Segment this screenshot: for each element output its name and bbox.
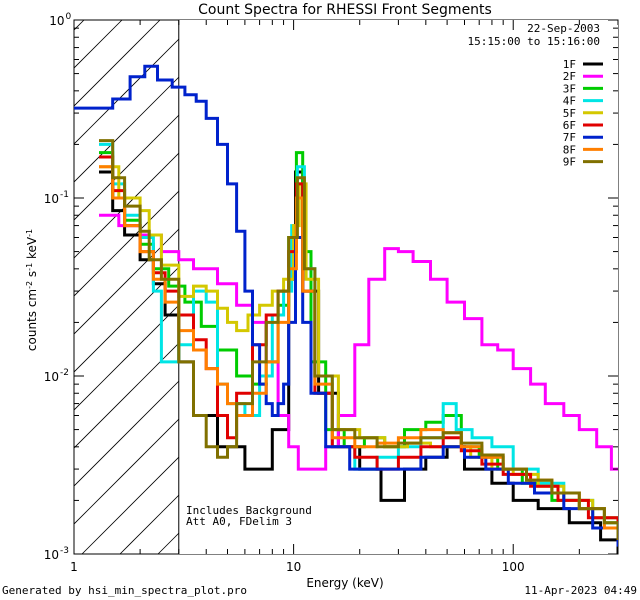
timestamp-label: 11-Apr-2023 04:49 — [524, 584, 637, 597]
svg-text:-3: -3 — [60, 546, 69, 556]
legend-label-8F: 8F — [563, 143, 576, 156]
date-label: 22-Sep-2003 — [527, 22, 600, 35]
y-tick-label-1e-3: 10 -3 — [44, 546, 69, 562]
series-line-7F — [74, 64, 618, 547]
generated-by-label: Generated by hsi_min_spectra_plot.pro — [2, 584, 247, 597]
y-tick-label-1e-2: 10 -2 — [44, 368, 69, 384]
svg-text:0: 0 — [66, 12, 72, 22]
x-tick-label-1: 1 — [70, 560, 78, 574]
y-axis-ticks — [74, 19, 618, 555]
x-axis-ticks — [73, 20, 619, 554]
legend-label-9F: 9F — [563, 156, 576, 169]
y-axis-label: counts cm-2 s-1 keV-1 — [25, 229, 40, 351]
chart-title: Count Spectra for RHESSI Front Segments — [198, 2, 492, 18]
svg-text:-2: -2 — [60, 368, 69, 378]
legend-label-4F: 4F — [563, 95, 576, 108]
legend-label-7F: 7F — [563, 131, 576, 144]
x-axis-label: Energy (keV) — [306, 576, 383, 590]
series-lines — [74, 64, 618, 554]
x-tick-label-100: 100 — [502, 560, 525, 574]
svg-text:counts cm-2 s-1 keV-1: counts cm-2 s-1 keV-1 — [25, 229, 40, 351]
legend-label-3F: 3F — [563, 82, 576, 95]
svg-text:10: 10 — [49, 14, 64, 28]
legend-label-6F: 6F — [563, 119, 576, 132]
svg-text:10: 10 — [44, 548, 59, 562]
legend-label-5F: 5F — [563, 107, 576, 120]
time-range-label: 15:15:00 to 15:16:00 — [468, 35, 600, 48]
annotation-line-2: Att A0, FDelim 3 — [186, 515, 292, 528]
svg-text:10: 10 — [44, 370, 59, 384]
x-tick-label-10: 10 — [286, 560, 301, 574]
legend-label-1F: 1F — [563, 58, 576, 71]
series-line-4F — [99, 142, 618, 534]
svg-text:10: 10 — [44, 192, 59, 206]
series-line-9F — [99, 139, 618, 540]
svg-text:-1: -1 — [60, 190, 69, 200]
annotation-line-1: Includes Background — [186, 504, 312, 517]
y-tick-label-1e0: 10 0 — [49, 12, 71, 28]
legend-label-2F: 2F — [563, 70, 576, 83]
y-tick-label-1e-1: 10 -1 — [44, 190, 69, 206]
series-line-2F — [99, 213, 618, 471]
